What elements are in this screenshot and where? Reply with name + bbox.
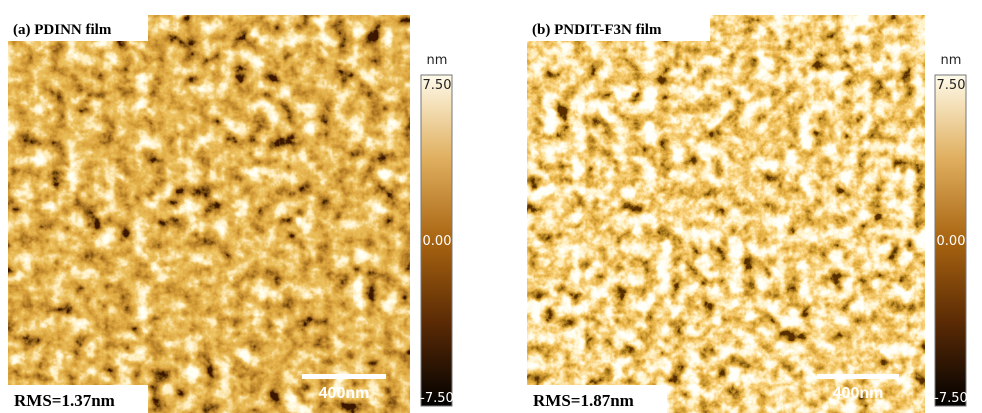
scale-bar-label: 400nm bbox=[833, 385, 884, 402]
rms-label: RMS=1.87nm bbox=[533, 391, 634, 410]
panel-label: (a) PDINN film bbox=[13, 22, 112, 38]
colorbar-unit: nm bbox=[941, 53, 962, 68]
rms-label: RMS=1.37nm bbox=[14, 391, 115, 410]
colorbar-tick: 7.50 bbox=[423, 78, 452, 93]
colorbar-tick: 7.50 bbox=[937, 78, 966, 93]
colorbar-tick: 0.00 bbox=[937, 234, 966, 249]
afm-image bbox=[527, 15, 925, 413]
scale-bar bbox=[817, 374, 899, 379]
panel-b: (b) PNDIT-F3N film RMS=1.87nm 400nm nm 7… bbox=[527, 15, 968, 413]
colorbar-tick: -7.50 bbox=[420, 391, 454, 406]
panel-a: (a) PDINN film RMS=1.37nm 400nm nm 7.50 … bbox=[8, 15, 454, 413]
colorbar-unit: nm bbox=[427, 53, 448, 68]
scale-bar bbox=[302, 374, 386, 379]
afm-image bbox=[8, 15, 410, 413]
colorbar-tick: 0.00 bbox=[423, 234, 452, 249]
scale-bar-label: 400nm bbox=[319, 385, 370, 402]
figure: (a) PDINN film RMS=1.37nm 400nm nm 7.50 … bbox=[0, 0, 982, 413]
panel-label: (b) PNDIT-F3N film bbox=[532, 22, 662, 38]
colorbar-tick: -7.50 bbox=[934, 391, 968, 406]
